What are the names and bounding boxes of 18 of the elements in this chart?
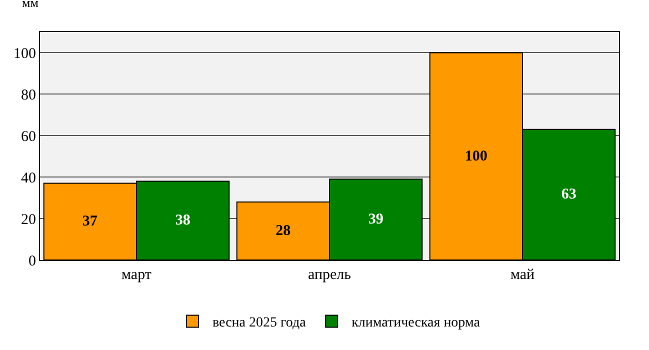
y-tick-label: 100	[14, 46, 36, 62]
data-label: 39	[368, 212, 384, 228]
y-tick-label: 20	[21, 212, 36, 228]
data-label: 37	[82, 214, 98, 230]
y-tick-label: 0	[28, 253, 36, 270]
x-tick-label: апрель	[308, 267, 352, 283]
x-tick-label: май	[510, 267, 535, 283]
y-tick-label: 60	[21, 128, 36, 145]
x-tick-label: март	[122, 267, 152, 283]
data-label: 38	[175, 212, 190, 229]
data-label: 28	[276, 222, 291, 239]
data-label: 100	[464, 148, 488, 164]
legend-label: весна 2025 года	[212, 316, 307, 331]
y-tick-label: 80	[21, 87, 36, 104]
data-label: 63	[561, 186, 576, 203]
y-tick-label: 40	[21, 170, 36, 186]
y-axis-title: мм	[22, 0, 38, 10]
legend-label: климатическая норма	[352, 316, 481, 331]
